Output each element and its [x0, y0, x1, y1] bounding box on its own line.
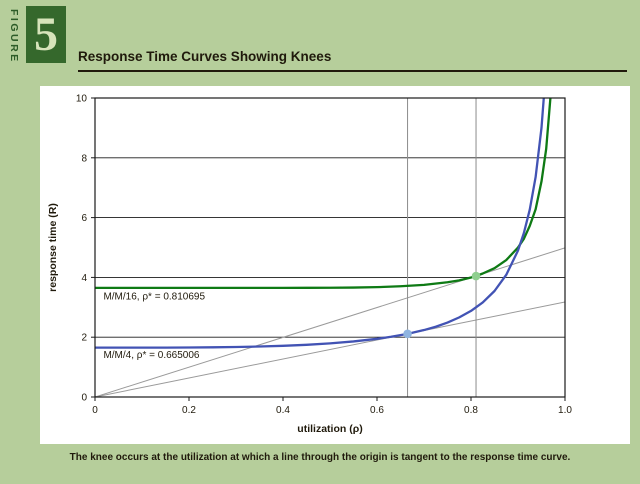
- title-rule: [78, 70, 627, 72]
- y-tick-label: 6: [81, 213, 87, 224]
- series-label-mm16: M/M/16, ρ* = 0.810695: [103, 292, 205, 303]
- y-tick-label: 0: [81, 393, 87, 404]
- x-tick-label: 0.4: [276, 405, 290, 416]
- y-tick-label: 8: [81, 153, 87, 164]
- y-tick-label: 4: [81, 273, 87, 284]
- x-tick-label: 0.2: [182, 405, 196, 416]
- y-tick-label: 2: [81, 333, 87, 344]
- chart-panel: M/M/16, ρ* = 0.810695 M/M/4, ρ* = 0.66500…: [40, 86, 630, 444]
- series-label-mm4: M/M/4, ρ* = 0.665006: [103, 350, 199, 361]
- y-axis-label: response time (R): [47, 203, 59, 292]
- knee-dot-mm4: [403, 329, 412, 339]
- knee-dot-mm16: [471, 271, 481, 281]
- curve-mm16: [95, 98, 552, 290]
- plot-border: [94, 97, 566, 398]
- x-axis-label: utilization (ρ): [297, 423, 362, 435]
- y-tick-label: 10: [76, 94, 88, 105]
- x-tick-label: 0.6: [370, 405, 384, 416]
- figure-number: 5: [34, 7, 58, 61]
- figure-number-box: 5: [26, 6, 66, 63]
- response-time-chart: M/M/16, ρ* = 0.810695 M/M/4, ρ* = 0.66500…: [47, 94, 572, 436]
- tangent-line: [95, 301, 565, 397]
- x-tick-label: 0: [92, 405, 98, 416]
- x-tick-label: 1.0: [558, 405, 572, 416]
- figure-caption: The knee occurs at the utilization at wh…: [69, 452, 571, 463]
- curve-mm4: [95, 98, 545, 349]
- figure-title: Response Time Curves Showing Knees: [78, 49, 332, 64]
- figure-label: FIGURE: [8, 9, 20, 64]
- x-tick-label: 0.8: [464, 405, 478, 416]
